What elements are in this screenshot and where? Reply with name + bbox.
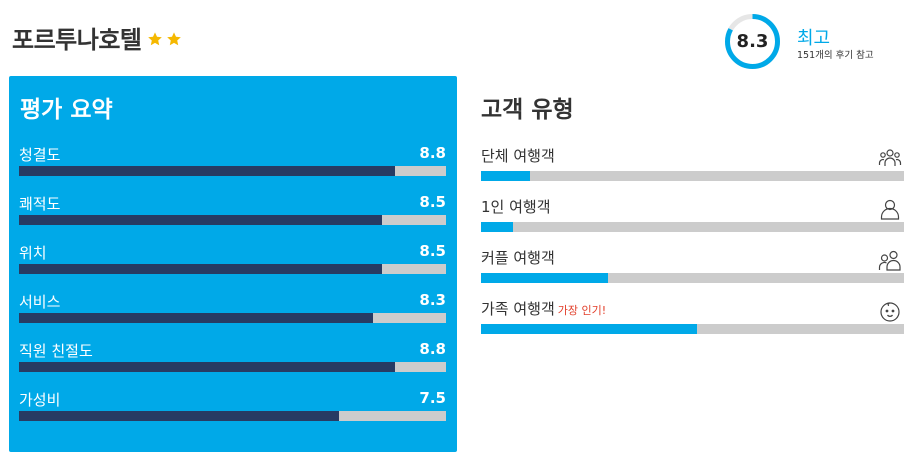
rating-label: 서비스 [19,293,61,311]
rating-label: 직원 친절도 [19,342,93,360]
rating-value: 8.5 [419,193,446,211]
score-word: 최고 [797,28,831,49]
rating-value: 8.3 [419,291,446,309]
review-count: 151개의 후기 참고 [797,50,874,61]
rating-bar [19,313,446,323]
couple-icon [878,250,901,271]
hotel-name: 포르투나호텔 [12,26,142,54]
rating-bar-fill [19,313,374,323]
rating-bar-fill [19,215,382,225]
hotel-header: 포르투나호텔 [12,20,185,55]
rating-row: 청결도 8.8 [19,144,446,184]
rating-row: 직원 친절도 8.8 [19,340,446,380]
traveler-type-row: 1인 여행객 [481,196,904,240]
baby-icon [880,302,900,322]
rating-row: 서비스 8.3 [19,291,446,331]
score-badge: 8.3 [724,13,781,70]
group-icon [878,149,902,166]
traveler-type-bar-fill [481,222,513,232]
rating-label: 위치 [19,244,47,262]
traveler-type-bar [481,171,904,181]
rating-value: 8.5 [419,242,446,260]
rating-bar [19,264,446,274]
traveler-type-bar [481,273,904,283]
traveler-type-label: 단체 여행객 [481,147,555,165]
traveler-type-bar [481,222,904,232]
rating-bar [19,215,446,225]
traveler-type-row: 단체 여행객 [481,145,904,189]
rating-bar-fill [19,166,395,176]
rating-label: 청결도 [19,146,61,164]
traveler-types-title: 고객 유형 [481,97,574,123]
traveler-type-label: 커플 여행객 [481,249,555,267]
rating-bar [19,411,446,421]
star-rating [147,31,185,47]
star-icon [148,31,163,45]
score-value: 8.3 [736,31,769,52]
score-ring [725,14,780,69]
rating-bar [19,166,446,176]
traveler-type-bar [481,324,904,334]
rating-row: 가성비 7.5 [19,389,446,429]
rating-value: 8.8 [419,144,446,162]
person-icon [880,199,900,220]
most-popular-badge: 가장 인기! [557,304,607,317]
traveler-type-label: 가족 여행객 가장 인기! [481,300,607,318]
rating-label: 가성비 [19,391,61,409]
rating-value: 8.8 [419,340,446,358]
rating-bar-fill [19,411,340,421]
traveler-type-bar-fill [481,273,608,283]
rating-summary-panel: 평가 요약 청결도 8.8 쾌적도 8.5 위치 8.5 서비스 8.3 직원 … [9,76,457,452]
rating-label: 쾌적도 [19,195,61,213]
star-icon [167,31,182,45]
traveler-type-bar-fill [481,324,697,334]
rating-bar [19,362,446,372]
rating-row: 위치 8.5 [19,242,446,282]
traveler-type-label: 1인 여행객 [481,198,551,216]
traveler-type-row: 커플 여행객 [481,247,904,291]
traveler-type-row: 가족 여행객 가장 인기! [481,298,904,342]
rating-value: 7.5 [419,389,446,407]
rating-row: 쾌적도 8.5 [19,193,446,233]
rating-bar-fill [19,362,395,372]
traveler-type-bar-fill [481,171,530,181]
rating-summary-title: 평가 요약 [20,97,113,123]
rating-bar-fill [19,264,382,274]
